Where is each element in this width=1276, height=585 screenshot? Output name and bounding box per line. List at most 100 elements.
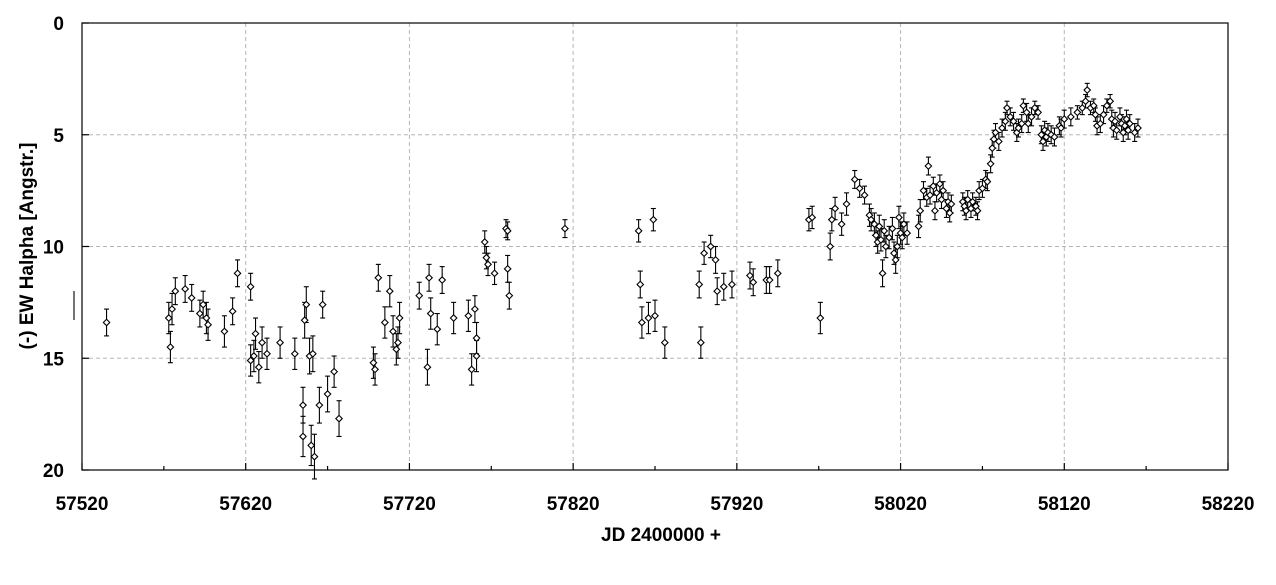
data-point — [973, 206, 982, 215]
data-point — [503, 226, 512, 235]
data-point — [1078, 103, 1087, 112]
data-point — [1037, 130, 1046, 139]
data-point — [880, 226, 889, 235]
data-point — [1117, 119, 1126, 128]
error-bars — [104, 82, 1141, 480]
data-point — [986, 159, 995, 168]
data-point — [290, 349, 299, 358]
data-point — [881, 242, 890, 251]
x-tick-label: 57520 — [56, 494, 109, 515]
data-point — [899, 220, 908, 229]
data-point — [711, 255, 720, 264]
data-point — [1096, 119, 1105, 128]
data-point — [919, 186, 928, 195]
data-point — [878, 269, 887, 278]
data-point — [1024, 119, 1033, 128]
data-point — [168, 305, 177, 314]
x-tick-label: 57620 — [219, 494, 272, 515]
data-point — [472, 334, 481, 343]
data-point — [467, 365, 476, 374]
data-point — [202, 314, 211, 322]
data-point — [1081, 97, 1090, 106]
data-point — [187, 293, 196, 302]
data-point — [299, 401, 307, 410]
data-point — [816, 314, 825, 322]
data-point — [233, 269, 242, 278]
data-point — [935, 179, 944, 188]
data-point — [649, 215, 658, 224]
data-point — [745, 271, 754, 280]
data-point — [983, 177, 992, 186]
y-tick-label: 10 — [43, 238, 64, 259]
data-point — [749, 278, 758, 287]
data-point — [916, 206, 925, 215]
data-point — [415, 291, 424, 300]
data-point — [932, 188, 941, 197]
data-point — [1050, 133, 1059, 141]
data-point — [246, 356, 255, 365]
data-point — [371, 365, 380, 374]
data-point — [374, 273, 383, 282]
data-point — [102, 318, 111, 327]
data-point — [335, 414, 344, 423]
data-point — [700, 249, 709, 258]
data-point — [181, 284, 190, 293]
data-point — [204, 320, 213, 329]
data-point — [423, 363, 432, 372]
x-tick-label: 58020 — [874, 494, 927, 515]
y-tick-label: 20 — [43, 461, 64, 482]
data-point — [998, 124, 1007, 133]
data-point — [1003, 103, 1011, 112]
data-point — [837, 220, 846, 229]
data-point — [1112, 126, 1121, 135]
data-point — [876, 235, 885, 244]
data-point — [1125, 119, 1134, 128]
data-point — [472, 352, 481, 360]
data-point — [929, 182, 938, 191]
data-point — [195, 309, 204, 318]
data-point — [637, 318, 646, 327]
data-point — [249, 352, 258, 360]
data-point — [220, 327, 229, 336]
data-point — [1073, 108, 1082, 117]
data-point — [870, 220, 879, 229]
data-point — [1030, 103, 1039, 112]
data-point — [765, 276, 774, 285]
data-point — [1133, 124, 1142, 133]
data-point — [369, 358, 378, 367]
data-point — [263, 349, 271, 358]
data-point — [251, 329, 260, 338]
y-tick-labels: 0 5 10 15 20 — [43, 14, 65, 482]
data-point — [228, 307, 237, 316]
data-point — [1124, 126, 1133, 135]
data-point — [850, 175, 859, 184]
data-point — [713, 287, 722, 296]
data-point — [482, 253, 491, 262]
data-point — [885, 233, 894, 242]
data-point — [942, 204, 951, 213]
data-point — [827, 215, 836, 224]
data-point — [1089, 101, 1098, 110]
data-point — [875, 222, 884, 231]
data-point — [1047, 130, 1056, 139]
data-point — [380, 318, 389, 327]
data-point — [1111, 117, 1120, 126]
data-point — [470, 305, 479, 314]
data-point — [393, 338, 402, 347]
data-point — [199, 300, 208, 309]
data-point — [1107, 115, 1116, 124]
data-point — [449, 314, 458, 322]
x-tick-label: 57820 — [547, 494, 600, 515]
data-point — [1006, 112, 1015, 121]
data-point — [433, 325, 442, 334]
data-point — [706, 242, 715, 251]
data-point — [1130, 128, 1139, 137]
data-point — [1019, 101, 1028, 110]
data-point — [1122, 115, 1131, 124]
data-point — [826, 242, 835, 251]
x-tick-label: 57920 — [710, 494, 763, 515]
data-point — [1014, 124, 1023, 133]
data-point — [891, 255, 900, 264]
x-tick-label: 57720 — [383, 494, 436, 515]
